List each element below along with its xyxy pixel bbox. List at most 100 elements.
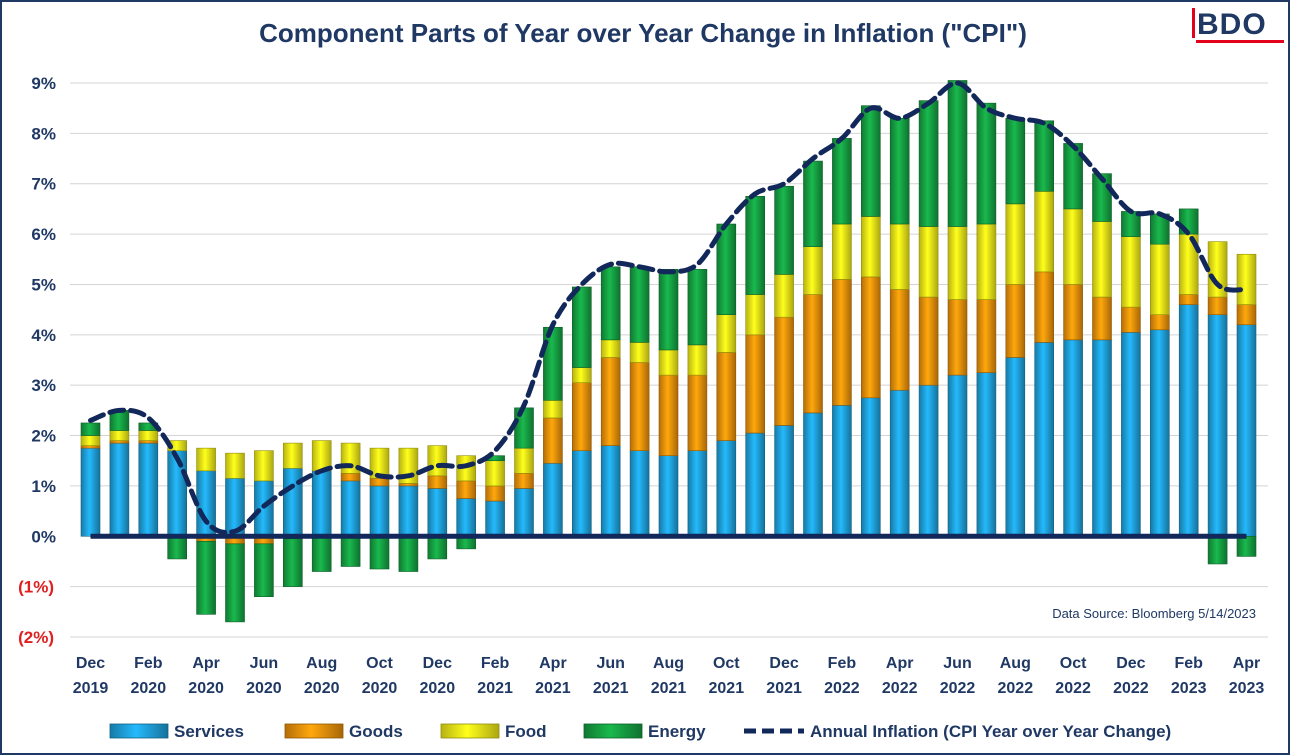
bar-goods-32 <box>1005 284 1026 358</box>
x-tick-month: Apr <box>192 655 220 672</box>
bar-food-37 <box>1150 243 1170 315</box>
bar-services-13 <box>456 498 477 537</box>
x-tick-year: 2021 <box>593 680 629 697</box>
legend-label-food: Food <box>505 722 547 741</box>
x-tick-month: Jun <box>250 655 278 672</box>
cpi-line <box>88 80 1249 535</box>
bar-goods-1 <box>109 440 130 444</box>
bar-food-19 <box>629 342 650 363</box>
bar-energy-21 <box>687 269 708 346</box>
x-tick-month: Oct <box>1060 655 1087 672</box>
bar-food-33 <box>1034 190 1054 273</box>
bar-energy-6 <box>254 543 274 598</box>
bar-services-33 <box>1034 342 1054 537</box>
bar-energy-7 <box>282 538 303 587</box>
bar-services-22 <box>716 440 737 537</box>
legend-swatch-goods <box>284 723 344 739</box>
bar-goods-38 <box>1178 294 1199 305</box>
bar-services-36 <box>1121 331 1141 537</box>
bar-food-24 <box>774 274 794 318</box>
bar-food-40 <box>1236 253 1257 305</box>
bar-goods-23 <box>745 334 766 434</box>
x-tick-month: Jun <box>943 655 971 672</box>
legend-label-energy: Energy <box>648 722 706 741</box>
bdo-logo: BDO <box>1192 8 1267 42</box>
bar-services-2 <box>138 442 159 537</box>
x-tick-year: 2023 <box>1229 680 1265 697</box>
bar-goods-24 <box>774 316 794 426</box>
bar-food-31 <box>976 223 997 300</box>
bar-energy-24 <box>774 185 794 275</box>
bar-energy-30 <box>947 80 968 227</box>
y-tick-label: 6% <box>31 225 56 244</box>
x-tick-month: Apr <box>539 655 567 672</box>
x-tick-month: Aug <box>653 655 684 672</box>
x-tick-month: Dec <box>423 655 452 672</box>
x-tick-year: 2021 <box>766 680 802 697</box>
bar-energy-0 <box>80 422 101 436</box>
bar-services-10 <box>369 485 390 537</box>
bar-food-12 <box>427 445 448 477</box>
bar-food-0 <box>80 435 101 446</box>
bar-energy-12 <box>427 535 448 560</box>
y-tick-label: 9% <box>31 74 56 93</box>
bar-energy-11 <box>398 535 419 572</box>
bar-goods-14 <box>485 485 505 502</box>
bar-services-7 <box>282 467 303 537</box>
x-tick-month: Aug <box>1000 655 1031 672</box>
bar-food-32 <box>1005 203 1026 285</box>
bar-energy-39 <box>1207 535 1228 565</box>
bar-goods-15 <box>514 473 534 489</box>
bar-goods-37 <box>1150 314 1170 331</box>
bar-services-9 <box>340 480 361 537</box>
bar-energy-10 <box>369 535 390 570</box>
x-tick-year: 2022 <box>1113 680 1149 697</box>
y-axis-ticks: 9% 8% 7% 6% 5% 4% 3% 2% 1% 0% (1%) (2%) <box>18 74 56 647</box>
legend-label-goods: Goods <box>349 722 403 741</box>
bar-services-40 <box>1236 324 1257 537</box>
legend-swatch-food <box>440 723 500 739</box>
x-tick-month: Apr <box>886 655 914 672</box>
bar-services-24 <box>774 425 794 537</box>
bar-services-30 <box>947 374 968 537</box>
legend-swatch-energy <box>583 723 643 739</box>
bar-services-14 <box>485 500 505 537</box>
bar-goods-11 <box>398 483 419 487</box>
x-tick-year: 2021 <box>477 680 513 697</box>
bar-services-35 <box>1092 339 1112 537</box>
y-tick-label: 1% <box>31 477 56 496</box>
bar-goods-18 <box>600 357 621 446</box>
bar-energy-26 <box>832 138 852 225</box>
bar-goods-22 <box>716 352 737 441</box>
bar-goods-0 <box>80 445 101 449</box>
legend-label-cpi: Annual Inflation (CPI Year over Year Cha… <box>810 722 1171 741</box>
bar-goods-40 <box>1236 304 1257 326</box>
bar-goods-30 <box>947 299 968 376</box>
bar-food-36 <box>1121 236 1141 308</box>
bar-energy-16 <box>543 326 563 401</box>
x-tick-year: 2020 <box>420 680 456 697</box>
bar-food-20 <box>658 349 679 376</box>
bar-services-18 <box>600 445 621 537</box>
bar-services-38 <box>1178 304 1199 537</box>
bar-food-6 <box>254 450 274 482</box>
bar-food-39 <box>1207 241 1228 298</box>
x-tick-month: Feb <box>481 655 510 672</box>
bar-services-25 <box>803 412 823 537</box>
bar-goods-28 <box>889 289 910 391</box>
bar-goods-13 <box>456 480 477 499</box>
bar-goods-16 <box>543 417 563 464</box>
bar-services-39 <box>1207 314 1228 537</box>
x-tick-year: 2020 <box>188 680 224 697</box>
bar-services-19 <box>629 450 650 537</box>
bar-food-15 <box>514 447 534 474</box>
bar-goods-12 <box>427 475 448 489</box>
logo-red-bar <box>1192 8 1195 38</box>
bar-goods-39 <box>1207 296 1228 315</box>
bar-food-5 <box>225 452 245 479</box>
y-tick-label: 8% <box>31 124 56 143</box>
bar-services-6 <box>254 480 274 537</box>
bar-energy-29 <box>918 100 939 227</box>
bar-energy-9 <box>340 535 361 567</box>
bar-goods-33 <box>1034 271 1054 343</box>
